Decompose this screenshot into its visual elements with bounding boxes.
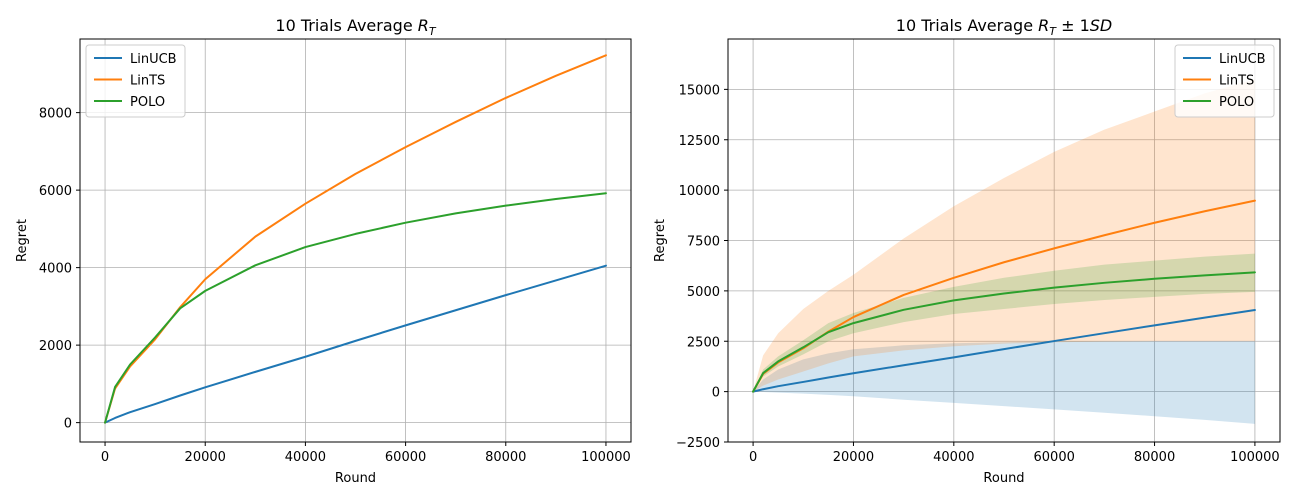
legend-label-linucb: LinUCB [1219,52,1266,67]
y-axis-label: Regret [653,219,668,262]
plot-area [752,79,1256,424]
x-tick-label: 100000 [581,450,631,465]
legend: LinUCB LinTS POLO [85,44,186,118]
line-polo [104,192,607,424]
axes-frame [79,38,632,443]
y-tick-label: 2000 [39,339,72,354]
y-tick-label: 8000 [39,107,72,122]
y-tick-label: 4000 [39,262,72,277]
legend-label-linucb: LinUCB [130,52,177,67]
x-tick-label: 80000 [1134,450,1175,465]
x-axis-label: Round [335,471,376,486]
legend: LinUCB LinTS POLO [1174,44,1275,118]
band-lints [753,79,1255,392]
x-tick-label: 60000 [1034,450,1075,465]
x-tick-label: 20000 [185,450,226,465]
legend-label-polo: POLO [1219,95,1254,110]
band-linucb [753,341,1255,424]
x-tick-label: 0 [101,450,109,465]
y-tick-label: −2500 [676,436,720,451]
line-polo [752,271,1256,393]
line-linucb [752,309,1256,393]
x-tick-label: 40000 [933,450,974,465]
y-tick-label: 2500 [687,335,720,350]
y-tick-label: 0 [64,417,72,432]
legend-box [1174,44,1275,118]
y-tick-label: 7500 [687,235,720,250]
legend-box [85,44,186,118]
y-tick-label: 6000 [39,184,72,199]
y-tick-label: 5000 [687,285,720,300]
x-tick-label: 100000 [1230,450,1280,465]
x-tick-label: 0 [749,450,757,465]
legend-label-polo: POLO [130,95,165,110]
x-tick-label: 20000 [833,450,874,465]
y-tick-label: 10000 [679,184,720,199]
x-tick-label: 80000 [485,450,526,465]
x-tick-label: 40000 [285,450,326,465]
y-tick-label: 0 [712,386,720,401]
y-axis-label: Regret [15,219,30,262]
line-lints [104,54,607,424]
y-tick-label: 12500 [679,134,720,149]
line-linucb [104,264,607,424]
chart-title: 10 Trials Average RT [275,16,436,38]
legend-label-lints: LinTS [1219,74,1254,89]
y-tick-label: 15000 [679,83,720,98]
band-polo [753,253,1255,392]
chart-title: 10 Trials Average RT ± 1SD [896,16,1112,38]
x-axis-label: Round [983,471,1024,486]
plot-area [104,54,607,424]
x-tick-label: 60000 [385,450,426,465]
chart-panel-2: 0 20000 40000 60000 80000 100000 −2500 0 2500 500… [653,16,1281,486]
legend-label-lints: LinTS [130,74,165,89]
chart-panel-1: 0 20000 40000 60000 80000 100000 0 2000 4000 6000… [15,16,632,486]
